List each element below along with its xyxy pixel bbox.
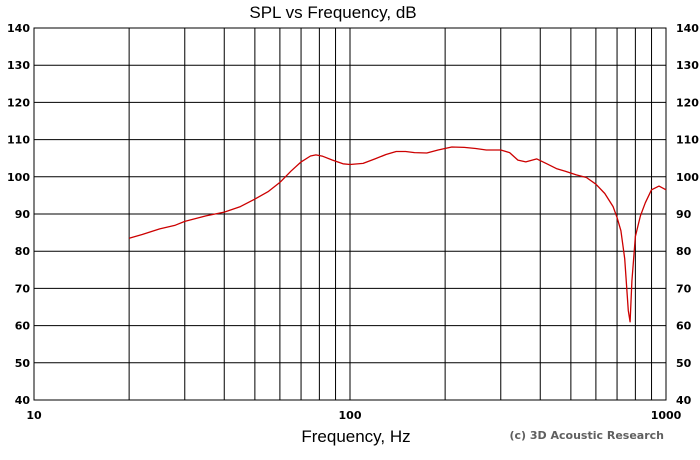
x-tick-label-10: 10 — [26, 409, 42, 422]
plot-border — [33, 27, 667, 401]
y-tick-label-right-70: 70 — [676, 282, 692, 295]
x-axis-label: Frequency, Hz — [301, 427, 410, 446]
y-tick-label-right-110: 110 — [676, 134, 699, 147]
y-tick-label-left-80: 80 — [15, 245, 31, 258]
x-tick-label-1000: 1000 — [651, 409, 682, 422]
y-tick-label-left-120: 120 — [7, 96, 30, 109]
x-tick-label-100: 100 — [339, 409, 362, 422]
series-layer — [128, 146, 667, 323]
y-tick-label-right-120: 120 — [676, 96, 699, 109]
y-tick-label-left-100: 100 — [7, 171, 30, 184]
y-tick-label-right-60: 60 — [676, 320, 692, 333]
tick-labels: 40 40 50 50 60 60 70 70 80 80 90 90 100 100 110 110 120 1… — [7, 22, 699, 422]
y-tick-label-left-140: 140 — [7, 22, 30, 35]
y-tick-label-left-90: 90 — [15, 208, 31, 221]
y-tick-label-right-90: 90 — [676, 208, 692, 221]
y-tick-label-left-40: 40 — [15, 394, 31, 407]
y-tick-label-right-130: 130 — [676, 59, 699, 72]
y-tick-label-right-40: 40 — [676, 394, 692, 407]
y-tick-label-left-70: 70 — [15, 282, 31, 295]
grid — [33, 27, 667, 401]
y-tick-label-left-130: 130 — [7, 59, 30, 72]
credit-annotation: (c) 3D Acoustic Research — [509, 429, 664, 442]
y-tick-label-left-110: 110 — [7, 134, 30, 147]
y-tick-label-right-50: 50 — [676, 357, 692, 370]
y-tick-label-right-100: 100 — [676, 171, 699, 184]
spl-series-line-0 — [128, 146, 667, 323]
y-tick-label-left-50: 50 — [15, 357, 31, 370]
y-tick-label-right-140: 140 — [676, 22, 699, 35]
y-tick-label-left-60: 60 — [15, 320, 31, 333]
y-tick-label-right-80: 80 — [676, 245, 692, 258]
chart-title: SPL vs Frequency, dB — [249, 3, 416, 22]
